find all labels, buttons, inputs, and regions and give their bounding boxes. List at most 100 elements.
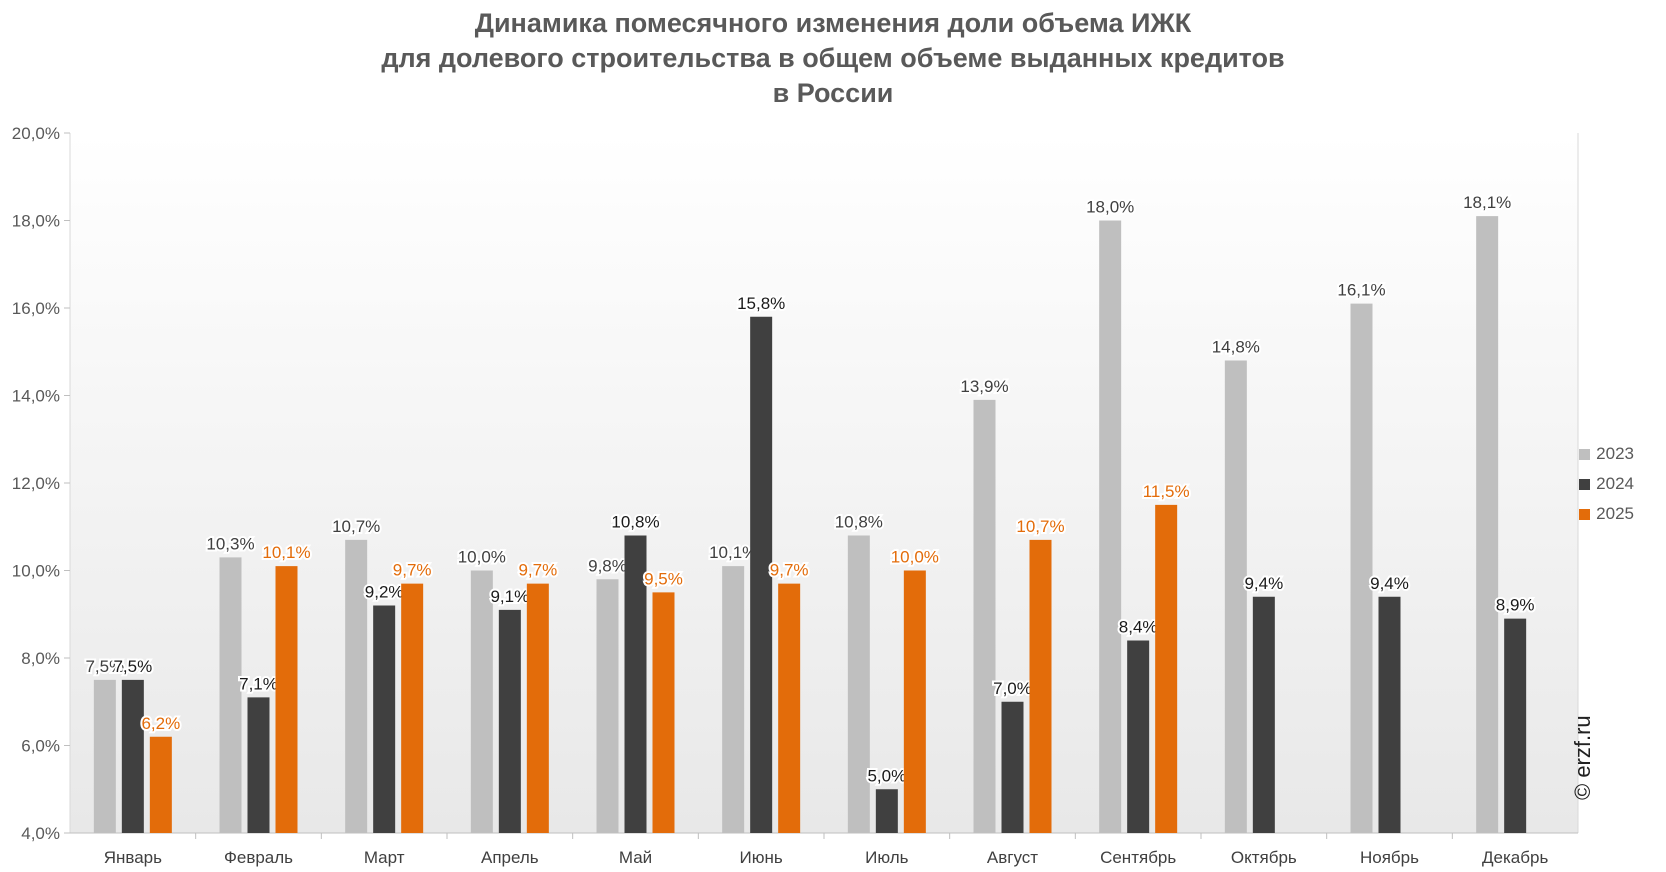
data-label-2024: 15,8% bbox=[737, 294, 785, 313]
data-label-2023: 10,8% bbox=[835, 513, 883, 532]
bar-2024 bbox=[247, 697, 270, 833]
bar-2024 bbox=[1504, 618, 1527, 833]
bar-2023 bbox=[93, 679, 116, 833]
legend-label-2025: 2025 bbox=[1596, 504, 1634, 523]
y-tick-label: 6,0% bbox=[21, 737, 60, 756]
x-tick-label: Январь bbox=[104, 848, 162, 867]
legend-item-2023: 2023 bbox=[1579, 444, 1634, 464]
data-label-2025: 9,7% bbox=[393, 561, 432, 580]
bar-2023 bbox=[1099, 220, 1122, 833]
bar-2024 bbox=[1001, 701, 1024, 833]
data-label-2024: 5,0% bbox=[867, 766, 906, 785]
y-tick-label: 18,0% bbox=[12, 212, 60, 231]
legend-item-2025: 2025 bbox=[1579, 504, 1634, 524]
data-label-2024: 9,4% bbox=[1370, 574, 1409, 593]
bar-2025 bbox=[526, 583, 549, 833]
chart-title-line-3: в России bbox=[772, 78, 894, 108]
data-label-2024: 9,1% bbox=[490, 587, 529, 606]
bar-2024 bbox=[624, 535, 647, 833]
data-label-2023: 10,3% bbox=[206, 534, 254, 553]
data-label-2025: 10,7% bbox=[1016, 517, 1064, 536]
data-label-2023: 18,1% bbox=[1463, 193, 1511, 212]
data-label-2023: 18,0% bbox=[1086, 198, 1134, 217]
plot-background bbox=[70, 133, 1578, 833]
bar-2025 bbox=[778, 583, 801, 833]
x-tick-label: Март bbox=[364, 848, 405, 867]
bar-2023 bbox=[470, 570, 493, 833]
x-tick-label: Октябрь bbox=[1231, 848, 1297, 867]
bar-2024 bbox=[1252, 596, 1275, 833]
data-label-2024: 7,1% bbox=[239, 674, 278, 693]
data-label-2025: 9,7% bbox=[518, 561, 557, 580]
bar-2025 bbox=[652, 592, 675, 833]
chart-title-line-1: Динамика помесячного изменения доли объе… bbox=[474, 8, 1192, 38]
y-tick-label: 12,0% bbox=[12, 474, 60, 493]
bar-2025 bbox=[903, 570, 926, 833]
data-label-2024: 8,9% bbox=[1496, 596, 1535, 615]
data-label-2023: 14,8% bbox=[1212, 338, 1260, 357]
bar-2023 bbox=[973, 399, 996, 833]
data-label-2024: 7,5% bbox=[113, 657, 152, 676]
data-label-2024: 8,4% bbox=[1119, 618, 1158, 637]
bar-2023 bbox=[722, 566, 745, 833]
x-tick-label: Июль bbox=[865, 848, 909, 867]
bar-2023 bbox=[219, 557, 242, 833]
x-tick-label: Февраль bbox=[224, 848, 293, 867]
data-label-2025: 10,1% bbox=[262, 543, 310, 562]
data-label-2024: 7,0% bbox=[993, 679, 1032, 698]
y-tick-label: 8,0% bbox=[21, 649, 60, 668]
bar-2024 bbox=[1378, 596, 1401, 833]
data-label-2024: 10,8% bbox=[611, 513, 659, 532]
bar-2024 bbox=[121, 679, 144, 833]
x-tick-label: Ноябрь bbox=[1360, 848, 1419, 867]
y-tick-label: 20,0% bbox=[12, 124, 60, 143]
bar-2023 bbox=[596, 579, 619, 833]
bar-2024 bbox=[875, 789, 898, 833]
bar-2024 bbox=[1127, 640, 1150, 833]
legend-label-2024: 2024 bbox=[1596, 474, 1634, 493]
y-tick-label: 16,0% bbox=[12, 299, 60, 318]
data-label-2023: 13,9% bbox=[960, 377, 1008, 396]
data-label-2023: 10,1% bbox=[709, 543, 757, 562]
bar-2023 bbox=[1224, 360, 1247, 833]
watermark: © erzf.ru bbox=[1570, 715, 1595, 800]
x-tick-label: Июнь bbox=[740, 848, 783, 867]
bar-2023 bbox=[1350, 303, 1373, 833]
data-label-2023: 7,5% bbox=[85, 657, 124, 676]
x-tick-label: Апрель bbox=[481, 848, 539, 867]
bar-2025 bbox=[1029, 539, 1052, 833]
bar-2025 bbox=[401, 583, 424, 833]
data-label-2023: 9,8% bbox=[588, 556, 627, 575]
data-label-2025: 11,5% bbox=[1143, 482, 1190, 501]
bar-2024 bbox=[750, 316, 773, 833]
data-label-2024: 9,2% bbox=[365, 583, 404, 602]
bar-2023 bbox=[1476, 216, 1499, 833]
x-tick-label: Декабрь bbox=[1482, 848, 1548, 867]
legend-label-2023: 2023 bbox=[1596, 444, 1634, 463]
y-tick-label: 14,0% bbox=[12, 387, 60, 406]
legend-swatch-2024 bbox=[1579, 478, 1591, 490]
legend-swatch-2023 bbox=[1579, 448, 1591, 460]
legend-item-2024: 2024 bbox=[1579, 474, 1634, 494]
bar-2024 bbox=[498, 609, 521, 833]
bar-2024 bbox=[373, 605, 396, 833]
data-label-2025: 10,0% bbox=[891, 548, 939, 567]
data-label-2023: 10,7% bbox=[332, 517, 380, 536]
bar-2023 bbox=[847, 535, 870, 833]
x-tick-label: Май bbox=[619, 848, 652, 867]
bar-2023 bbox=[345, 539, 368, 833]
x-tick-label: Сентябрь bbox=[1100, 848, 1176, 867]
data-label-2025: 9,7% bbox=[770, 561, 809, 580]
bar-2025 bbox=[275, 566, 298, 833]
legend-swatch-2025 bbox=[1579, 508, 1591, 520]
y-tick-label: 10,0% bbox=[12, 562, 60, 581]
bar-2025 bbox=[1155, 504, 1178, 833]
data-label-2023: 10,0% bbox=[458, 548, 506, 567]
data-label-2024: 9,4% bbox=[1244, 574, 1283, 593]
y-tick-label: 4,0% bbox=[21, 824, 60, 843]
chart-title-line-2: для долевого строительства в общем объем… bbox=[381, 43, 1285, 73]
data-label-2025: 9,5% bbox=[644, 569, 683, 588]
data-label-2025: 6,2% bbox=[141, 714, 180, 733]
